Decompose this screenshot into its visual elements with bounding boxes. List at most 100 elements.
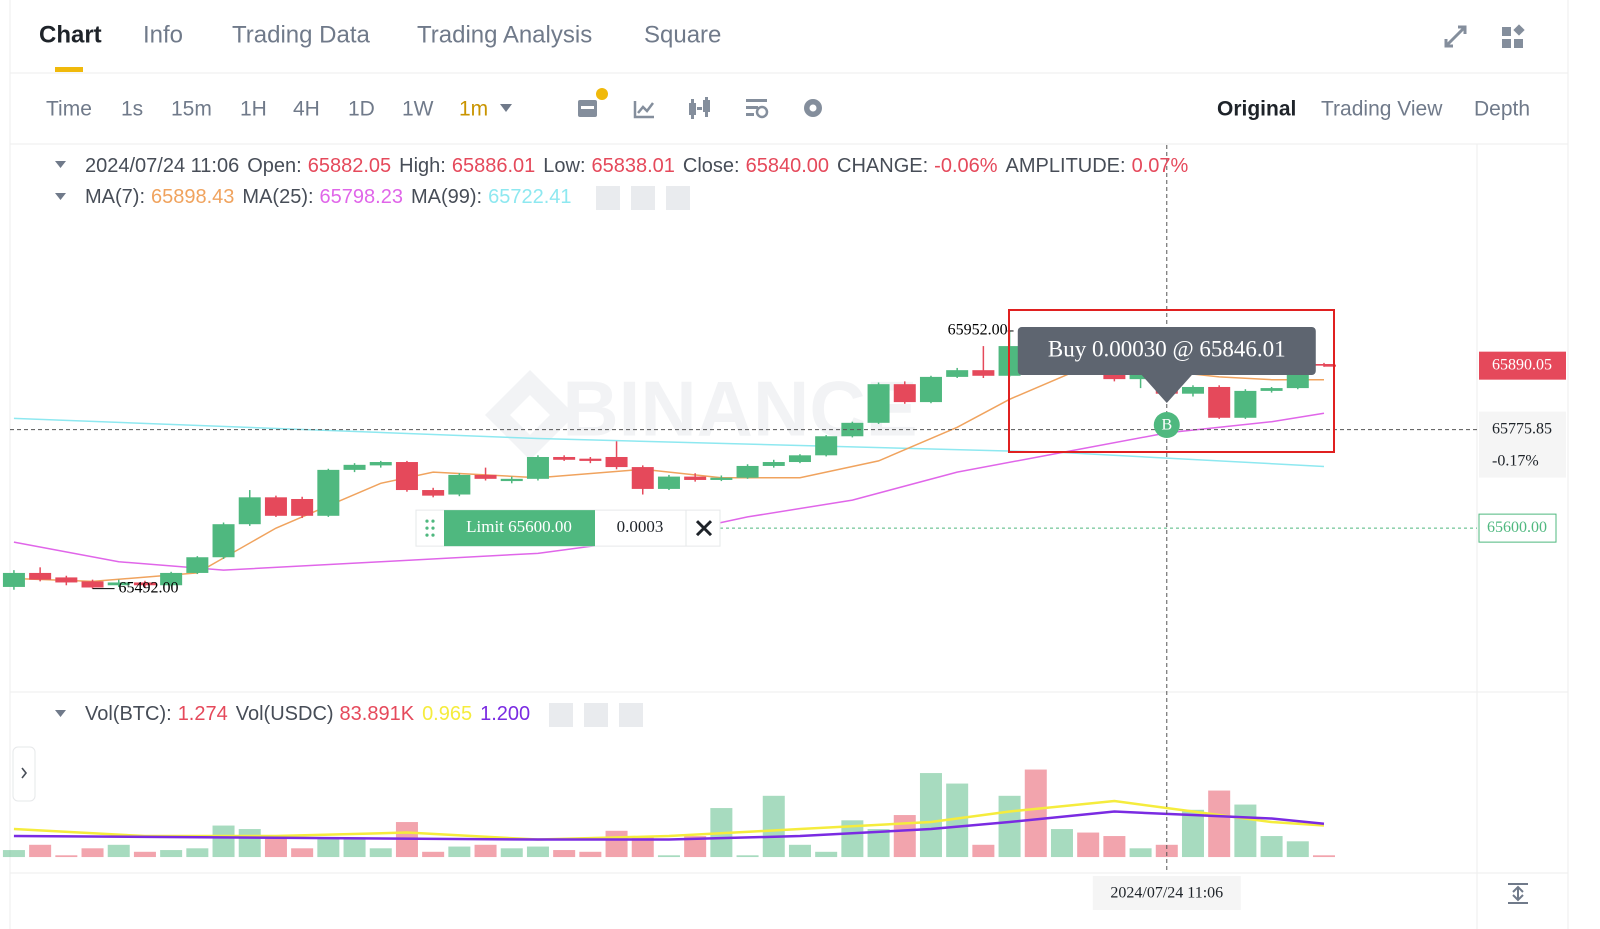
volume-bar (972, 844, 995, 858)
candle-body (395, 462, 418, 491)
interval-active[interactable]: 1m (459, 98, 488, 121)
drag-handle[interactable] (431, 519, 435, 523)
crosshair-axis-box (1479, 411, 1566, 478)
candle-icon[interactable] (689, 97, 710, 119)
template-icon[interactable] (746, 99, 769, 119)
scale-icon[interactable] (1508, 883, 1528, 904)
candle-body (81, 581, 104, 588)
volume-bar (1077, 832, 1100, 858)
volume-bar (107, 844, 130, 858)
candle-body (788, 455, 811, 463)
tab[interactable]: Info (143, 21, 183, 48)
drag-handle[interactable] (431, 533, 435, 537)
legend-value: 65898.43 (151, 186, 234, 208)
collapse-icon[interactable] (55, 710, 66, 717)
settings-button[interactable] (631, 186, 655, 210)
legend-value: 65882.05 (308, 155, 391, 177)
candle-body (1208, 386, 1231, 418)
volume-bar (998, 795, 1021, 858)
trade-marker-label: B (1161, 417, 1172, 434)
legend-label: Vol(USDC) (236, 703, 334, 725)
volume-bar (212, 825, 235, 858)
interval[interactable]: 1W (402, 98, 434, 121)
low-marker-label: 65492.00 (119, 579, 179, 596)
dropdown-icon[interactable] (500, 104, 512, 112)
candle-body (55, 577, 78, 583)
volume-bar (1181, 809, 1204, 858)
limit-axis-box (1478, 513, 1557, 543)
candle-body (579, 458, 602, 461)
volume-bar (186, 848, 209, 858)
view-option[interactable]: Depth (1474, 98, 1530, 121)
legend-value: 65840.00 (746, 155, 829, 177)
volume-bar (238, 829, 261, 858)
collapse-icon[interactable] (55, 161, 66, 168)
remove-button[interactable] (666, 186, 690, 210)
settings-button[interactable] (584, 703, 608, 727)
indicator-icon[interactable] (633, 101, 654, 119)
hide-button[interactable] (549, 703, 573, 727)
volume-bar (55, 855, 78, 858)
crosshair-price: 65775.85 (1492, 420, 1552, 437)
interval[interactable]: 1s (121, 98, 143, 121)
volume-bar (657, 855, 680, 858)
legend-value: 0.07% (1132, 155, 1189, 177)
fullscreen-icon[interactable] (1444, 25, 1467, 48)
drag-handle[interactable] (425, 526, 429, 530)
volume-bar (631, 836, 654, 858)
candle-body (291, 498, 314, 516)
volume-bar (160, 850, 183, 858)
layout-icon[interactable] (1502, 24, 1525, 48)
legend-label: Low: (543, 155, 585, 177)
candle-body (369, 462, 392, 466)
volume-bar (81, 848, 104, 858)
interval[interactable]: Time (46, 98, 92, 121)
volume-bar (893, 815, 916, 858)
calendar-icon[interactable] (578, 88, 608, 117)
drag-handle[interactable] (425, 533, 429, 537)
trade-marker[interactable] (1153, 412, 1180, 438)
side-toggle[interactable] (12, 746, 36, 802)
tab[interactable]: Trading Analysis (417, 21, 592, 48)
candle-body (1260, 388, 1283, 391)
crosshair-time: 2024/07/24 11:06 (1110, 885, 1223, 902)
tab[interactable]: Square (644, 21, 721, 48)
vol-legend: Vol(BTC): 1.274 Vol(USDC) 83.891K 0.965 1.200 (85, 703, 530, 725)
remove-button[interactable] (619, 703, 643, 727)
legend-label: Open: (247, 155, 301, 177)
settings-icon[interactable] (804, 99, 822, 117)
legend-value: 65838.01 (592, 155, 675, 177)
volume-bar (474, 844, 497, 858)
candle-body (343, 464, 366, 470)
interval[interactable]: 4H (293, 98, 320, 121)
volume-bar (291, 848, 314, 858)
candle-body (212, 524, 235, 558)
collapse-icon[interactable] (55, 193, 66, 200)
volume-bar (317, 837, 340, 858)
volume-bar (343, 837, 366, 858)
candle-body (1129, 374, 1152, 380)
interval[interactable]: 1H (240, 98, 267, 121)
tab[interactable]: Trading Data (232, 21, 371, 48)
candle-body (2, 572, 25, 587)
candle-body (107, 582, 130, 586)
view-option[interactable]: Trading View (1321, 98, 1443, 121)
drag-handle[interactable] (425, 519, 429, 523)
tab[interactable]: Chart (39, 21, 102, 48)
cancel-order[interactable] (695, 520, 713, 537)
volume-bar (553, 850, 576, 858)
view-option[interactable]: Original (1217, 98, 1296, 121)
legend-label: High: (399, 155, 446, 177)
drag-handle[interactable] (431, 526, 435, 530)
legend-value: 1.200 (480, 703, 530, 725)
candle-body (919, 376, 942, 403)
volume-bar (422, 851, 445, 858)
hide-button[interactable] (596, 186, 620, 210)
active-tab-indicator (55, 67, 83, 72)
interval[interactable]: 1D (348, 98, 375, 121)
legend-label: Vol(BTC): (85, 703, 172, 725)
interval[interactable]: 15m (171, 98, 212, 121)
candle-body (500, 478, 523, 482)
candle-body (448, 474, 471, 495)
